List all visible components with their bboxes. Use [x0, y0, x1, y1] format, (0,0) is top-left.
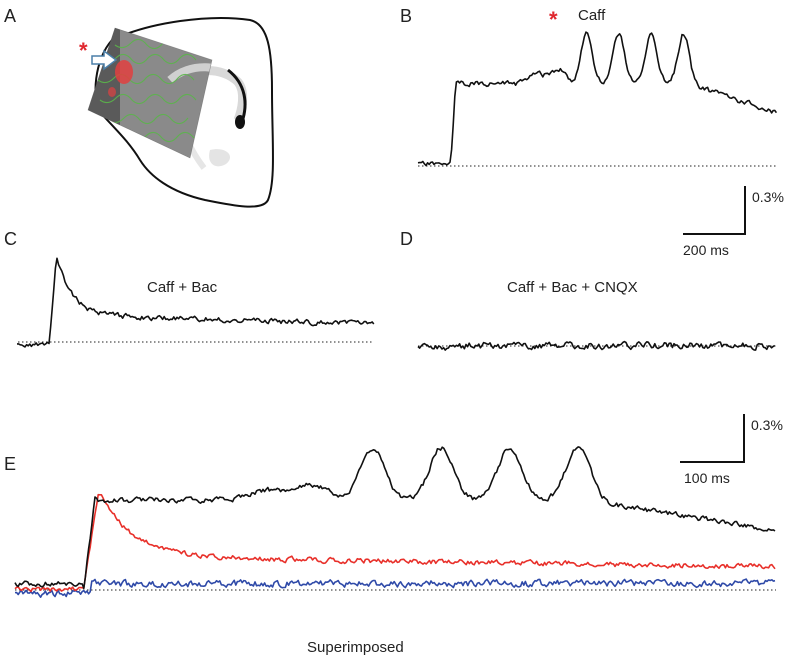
panel-label-b: B: [400, 6, 412, 26]
panel-label-d: D: [400, 229, 413, 249]
condition-label-caff: Caff: [578, 7, 606, 24]
panel-label-c: C: [4, 229, 17, 249]
stimulation-marker-a: *: [79, 38, 88, 63]
stimulation-marker-b: *: [549, 7, 558, 32]
scale-label-x-b: 200 ms: [683, 242, 729, 258]
condition-label-caff-bac: Caff + Bac: [147, 279, 218, 296]
scale-label-x-e: 100 ms: [684, 470, 730, 486]
panel-label-e: E: [4, 454, 16, 474]
trace-caff-bac-cnqx: [417, 340, 776, 351]
scale-label-y-e: 0.3%: [751, 417, 783, 433]
arrow-right-outline-icon: [91, 49, 118, 71]
condition-label-caff-bac-cnqx: Caff + Bac + CNQX: [507, 279, 638, 296]
trace-caff-bac: [17, 257, 375, 348]
trace-superimposed-caff-bac: [14, 493, 776, 593]
scale-label-y-b: 0.3%: [752, 189, 784, 205]
scale-bar-e: [680, 414, 745, 463]
trace-superimposed-caff: [14, 446, 776, 590]
trace-superimposed-caff-bac-cnqx: [14, 578, 776, 598]
scale-bar-b: [683, 186, 746, 235]
trace-caff: [417, 31, 778, 167]
panel-label-a: A: [4, 6, 16, 26]
activation-hotspot: [115, 60, 133, 84]
caption-superimposed: Superimposed: [307, 639, 404, 656]
